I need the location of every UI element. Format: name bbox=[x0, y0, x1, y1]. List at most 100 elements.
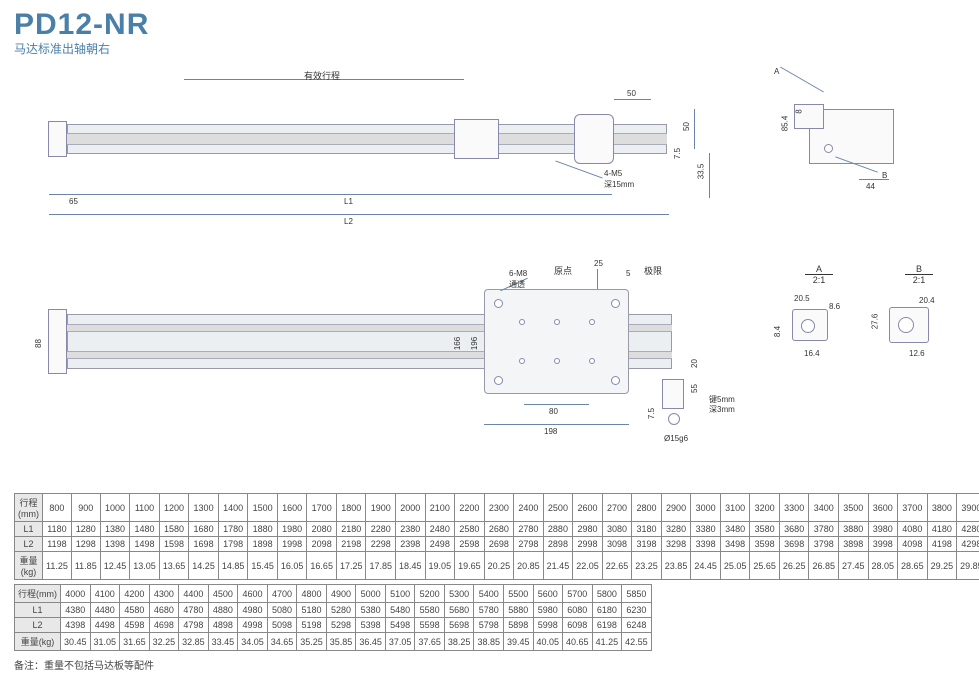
callout-4m5: 4-M5 bbox=[604, 169, 622, 178]
table-cell: 3480 bbox=[720, 522, 750, 537]
table-cell: 28.05 bbox=[868, 552, 898, 580]
table-cell: 4798 bbox=[179, 618, 209, 633]
table-cell: 5300 bbox=[444, 585, 474, 603]
table-cell: 4400 bbox=[179, 585, 209, 603]
subtitle: 马达标准出轴朝右 bbox=[14, 40, 965, 57]
table-cell: 23.25 bbox=[632, 552, 662, 580]
table-cell: 2080 bbox=[307, 522, 337, 537]
table-cell: 11.25 bbox=[42, 552, 71, 580]
dimline-198 bbox=[484, 424, 629, 425]
th-stroke: 行程(mm) bbox=[15, 494, 43, 522]
table-cell: 2198 bbox=[336, 537, 366, 552]
technical-drawings: 有效行程 65 L1 L2 50 50 7.5 33.5 4-M5 深15mm … bbox=[14, 59, 965, 489]
callout-shaft: Ø15g6 bbox=[664, 434, 688, 443]
table-cell: 4480 bbox=[90, 603, 120, 618]
table-cell: 16.65 bbox=[307, 552, 337, 580]
table-cell: 4100 bbox=[90, 585, 120, 603]
table-cell: 1500 bbox=[248, 494, 278, 522]
table-cell: 21.45 bbox=[543, 552, 573, 580]
callout-key5-depth: 深3mm bbox=[709, 404, 735, 415]
dim-7_5: 7.5 bbox=[673, 148, 682, 159]
table-cell: 1480 bbox=[130, 522, 160, 537]
table-cell: 5098 bbox=[267, 618, 297, 633]
dim-25: 25 bbox=[594, 259, 603, 268]
table-cell: 4980 bbox=[238, 603, 268, 618]
table-cell: 2280 bbox=[366, 522, 396, 537]
table-cell: 2098 bbox=[307, 537, 337, 552]
table-cell: 4880 bbox=[208, 603, 238, 618]
table-cell: 3580 bbox=[750, 522, 780, 537]
table-cell: 2700 bbox=[602, 494, 632, 522]
table-cell: 26.25 bbox=[779, 552, 809, 580]
table-cell: 35.25 bbox=[297, 633, 327, 651]
table-cell: 2598 bbox=[455, 537, 485, 552]
table-cell: 800 bbox=[42, 494, 71, 522]
table-cell: 40.05 bbox=[533, 633, 563, 651]
row-stroke-2: 行程(mm)4000410042004300440045004600470048… bbox=[15, 585, 652, 603]
dim-55: 55 bbox=[690, 384, 699, 393]
m8-6 bbox=[589, 358, 595, 364]
table-cell: 4180 bbox=[927, 522, 957, 537]
row-L2-2: L243984498459846984798489849985098519852… bbox=[15, 618, 652, 633]
table-cell: 1180 bbox=[42, 522, 71, 537]
dimline-50b bbox=[694, 109, 695, 149]
table-cell: 16.05 bbox=[277, 552, 307, 580]
table-cell: 3600 bbox=[868, 494, 898, 522]
table-cell: 5000 bbox=[356, 585, 386, 603]
table-cell: 3798 bbox=[809, 537, 839, 552]
table-cell: 5598 bbox=[415, 618, 445, 633]
table-cell: 3180 bbox=[632, 522, 662, 537]
table-cell: 1900 bbox=[366, 494, 396, 522]
side-motor bbox=[794, 104, 824, 129]
detail-B-title: B 2:1 bbox=[889, 264, 949, 285]
table-cell: 37.05 bbox=[385, 633, 415, 651]
table-cell: 1798 bbox=[218, 537, 248, 552]
table-cell: 38.85 bbox=[474, 633, 504, 651]
table-cell: 13.65 bbox=[159, 552, 189, 580]
plate-hole-3 bbox=[494, 376, 503, 385]
table-cell: 4700 bbox=[267, 585, 297, 603]
carriage-top bbox=[454, 119, 499, 159]
dim-80: 80 bbox=[549, 407, 558, 416]
table-cell: 3680 bbox=[779, 522, 809, 537]
table-cell: 1000 bbox=[100, 494, 130, 522]
table-cell: 1898 bbox=[248, 537, 278, 552]
table-cell: 34.65 bbox=[267, 633, 297, 651]
m8-4 bbox=[519, 358, 525, 364]
table-cell: 5800 bbox=[592, 585, 622, 603]
table-cell: 1300 bbox=[189, 494, 219, 522]
table-cell: 18.45 bbox=[396, 552, 426, 580]
table-cell: 3400 bbox=[809, 494, 839, 522]
table-cell: 2480 bbox=[425, 522, 455, 537]
table-cell: 1998 bbox=[277, 537, 307, 552]
table-cell: 2400 bbox=[514, 494, 544, 522]
dimline-33_5 bbox=[709, 153, 710, 198]
table-cell: 4680 bbox=[149, 603, 179, 618]
label-origin: 原点 bbox=[554, 264, 572, 277]
table-cell: 2180 bbox=[336, 522, 366, 537]
table-cell: 1398 bbox=[100, 537, 130, 552]
table-cell: 1780 bbox=[218, 522, 248, 537]
table-cell: 4000 bbox=[61, 585, 91, 603]
table-cell: 4380 bbox=[61, 603, 91, 618]
table-cell: 22.65 bbox=[602, 552, 632, 580]
table-cell: 19.65 bbox=[455, 552, 485, 580]
table-cell: 32.25 bbox=[149, 633, 179, 651]
table-cell: 14.25 bbox=[189, 552, 219, 580]
dim-7_5b: 7.5 bbox=[647, 408, 656, 419]
side-hole bbox=[824, 144, 833, 153]
dim-20: 20 bbox=[690, 359, 699, 368]
table-cell: 26.85 bbox=[809, 552, 839, 580]
table-cell: 5780 bbox=[474, 603, 504, 618]
table-cell: 4800 bbox=[297, 585, 327, 603]
dim-65: 65 bbox=[69, 197, 78, 206]
table-cell: 5200 bbox=[415, 585, 445, 603]
table-cell: 17.85 bbox=[366, 552, 396, 580]
dimline-44 bbox=[859, 179, 889, 180]
dim-16_4: 16.4 bbox=[804, 349, 820, 358]
dim-8: 8 bbox=[795, 109, 804, 113]
table-cell: 2898 bbox=[543, 537, 573, 552]
table-cell: 17.25 bbox=[336, 552, 366, 580]
row-L1-2: L143804480458046804780488049805080518052… bbox=[15, 603, 652, 618]
table-cell: 4898 bbox=[208, 618, 238, 633]
